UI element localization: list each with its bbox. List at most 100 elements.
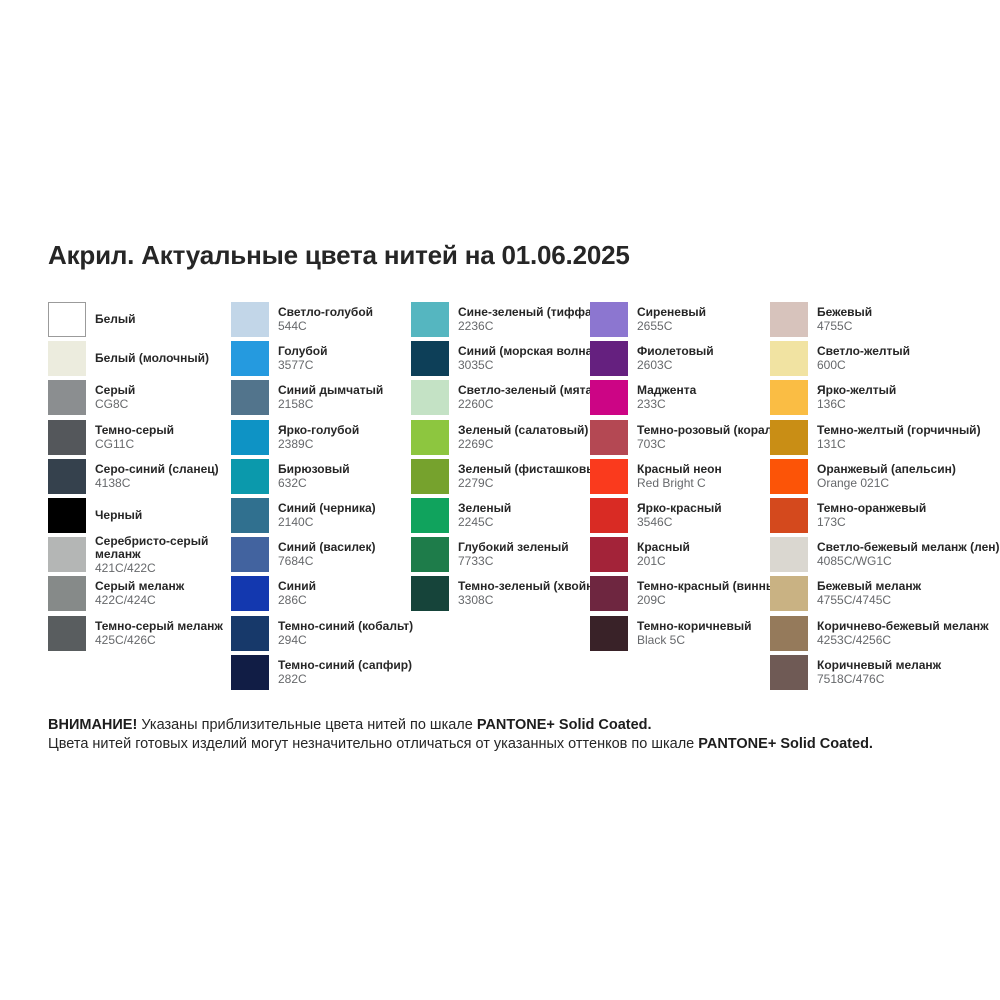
pantone-code: 131C <box>817 436 846 451</box>
color-labels: Темно-серый CG11C <box>95 420 174 455</box>
color-name: Темно-оранжевый <box>817 500 927 515</box>
pantone-code: 2603C <box>637 358 673 373</box>
color-labels: Зеленый 2245C <box>458 498 511 533</box>
pantone-code: 425C/426C <box>95 632 156 647</box>
pantone-code: Orange 021C <box>817 475 890 490</box>
color-row: Светло-голубой 544C <box>231 302 413 337</box>
color-swatch <box>770 576 808 612</box>
pantone-code: Black 5C <box>637 632 686 647</box>
color-swatch <box>231 419 269 455</box>
color-swatch <box>590 341 628 377</box>
pantone-scale-label: PANTONE+ Solid Coated. <box>476 717 652 733</box>
pantone-code: 600C <box>817 358 846 373</box>
color-row: Фиолетовый 2603C <box>590 341 787 377</box>
color-name: Черный <box>95 507 143 522</box>
pantone-code: 4755C/4745C <box>817 593 892 608</box>
pantone-code: CG11C <box>95 436 135 451</box>
color-swatch <box>48 615 86 651</box>
color-name: Синий (василек) <box>278 540 376 555</box>
color-row: Красный неон Red Bright C <box>590 458 787 494</box>
pantone-code: 2158C <box>278 397 314 412</box>
color-column-4: Сиреневый 2655C Фиолетовый 2603C Маджента 233… <box>590 302 787 651</box>
color-labels: Серый CG8C <box>95 380 135 415</box>
pantone-code: 4253C/4256C <box>817 632 892 647</box>
color-swatch <box>231 497 269 533</box>
color-labels: Оранжевый (апельсин) Orange 021C <box>817 459 956 494</box>
color-swatch <box>411 537 449 573</box>
color-labels: Синий дымчатый 2158C <box>278 380 383 415</box>
color-labels: Коричнево-бежевый меланж 4253C/4256C <box>817 616 989 651</box>
pantone-code: 173C <box>817 514 846 529</box>
color-swatch <box>411 497 449 533</box>
color-row: Светло-бежевый меланж (лен) 4085C/WG1C <box>770 537 1000 573</box>
color-row: Темно-желтый (горчичный) 131C <box>770 419 1000 455</box>
color-swatch <box>770 458 808 494</box>
color-name: Сиреневый <box>637 305 706 319</box>
color-labels: Коричневый меланж 7518C/476C <box>817 655 941 690</box>
color-name: Зеленый (салатовый) <box>458 422 589 437</box>
color-name: Белый <box>95 312 136 326</box>
pantone-scale-label: PANTONE+ Solid Coated. <box>698 736 873 752</box>
color-row: Темно-оранжевый 173C <box>770 497 1000 533</box>
color-name: Темно-красный (винный) <box>637 579 788 594</box>
color-name: Серебристо-серый меланж <box>95 533 209 561</box>
color-swatch <box>48 458 86 494</box>
pantone-code: 4755C <box>817 319 853 333</box>
color-labels: Синий (морская волна) 3035C <box>458 341 596 376</box>
color-labels: Красный 201C <box>637 537 690 572</box>
color-row: Синий дымчатый 2158C <box>231 380 413 416</box>
color-swatch <box>590 576 628 612</box>
color-name: Красный <box>637 540 690 555</box>
color-name: Оранжевый (апельсин) <box>817 461 956 476</box>
color-row: Оранжевый (апельсин) Orange 021C <box>770 458 1000 494</box>
color-row: Сиреневый 2655C <box>590 302 787 337</box>
footer-line-1: ВНИМАНИЕ! Указаны приблизительные цвета … <box>48 716 873 735</box>
color-swatch <box>231 302 269 337</box>
color-labels: Серебристо-серый меланж 421C/422C <box>95 533 209 574</box>
color-swatch <box>231 576 269 612</box>
color-column-5: Бежевый 4755C Светло-желтый 600C Ярко-желтый… <box>770 302 1000 690</box>
color-labels: Зеленый (салатовый) 2269C <box>458 420 588 455</box>
color-row: Сине-зеленый (тиффани) 2236C <box>411 302 615 337</box>
color-row: Коричнево-бежевый меланж 4253C/4256C <box>770 615 1000 651</box>
color-name: Красный неон <box>637 461 722 476</box>
color-name: Зеленый (фисташковый) <box>458 461 608 476</box>
color-name: Светло-бежевый меланж (лен) <box>817 540 1000 555</box>
color-name: Бирюзовый <box>278 461 350 476</box>
color-swatch <box>231 458 269 494</box>
color-name: Зеленый <box>458 500 512 515</box>
color-swatch <box>770 537 808 573</box>
color-row: Черный <box>48 497 223 533</box>
color-swatch <box>590 615 628 651</box>
color-row: Синий (черника) 2140C <box>231 497 413 533</box>
color-row: Маджента 233C <box>590 380 787 416</box>
color-row: Ярко-желтый 136C <box>770 380 1000 416</box>
color-name: Светло-желтый <box>817 344 911 359</box>
pantone-code: 2655C <box>637 319 673 333</box>
color-swatch <box>590 497 628 533</box>
color-labels: Синий (черника) 2140C <box>278 498 376 533</box>
color-row: Темно-синий (кобальт) 294C <box>231 615 413 651</box>
color-row: Темно-синий (сапфир) 282C <box>231 654 413 690</box>
color-column-3: Сине-зеленый (тиффани) 2236C Синий (морска… <box>411 302 615 612</box>
color-swatch <box>231 537 269 573</box>
color-name: Маджента <box>637 383 697 398</box>
color-name: Фиолетовый <box>637 344 714 359</box>
color-labels: Бирюзовый 632C <box>278 459 350 494</box>
color-row: Темно-красный (винный) 209C <box>590 576 788 612</box>
color-labels: Бежевый меланж 4755C/4745C <box>817 576 921 611</box>
color-swatch <box>48 380 86 416</box>
color-labels: Темно-розовый (коралл) 703C <box>637 420 784 455</box>
pantone-code: 3308C <box>458 593 494 608</box>
pantone-code: 233C <box>637 397 666 412</box>
color-labels: Синий (василек) 7684C <box>278 537 375 572</box>
pantone-code: 294C <box>278 632 307 647</box>
color-name: Ярко-желтый <box>817 383 897 398</box>
color-name: Коричнево-бежевый меланж <box>817 618 989 633</box>
color-row: Бежевый 4755C <box>770 302 1000 337</box>
color-labels: Светло-бежевый меланж (лен) 4085C/WG1C <box>817 537 1000 572</box>
color-labels: Светло-зеленый (мята) 2260C <box>458 380 596 415</box>
color-row: Темно-коричневый Black 5C <box>590 615 787 651</box>
pantone-code: 7684C <box>278 554 314 569</box>
